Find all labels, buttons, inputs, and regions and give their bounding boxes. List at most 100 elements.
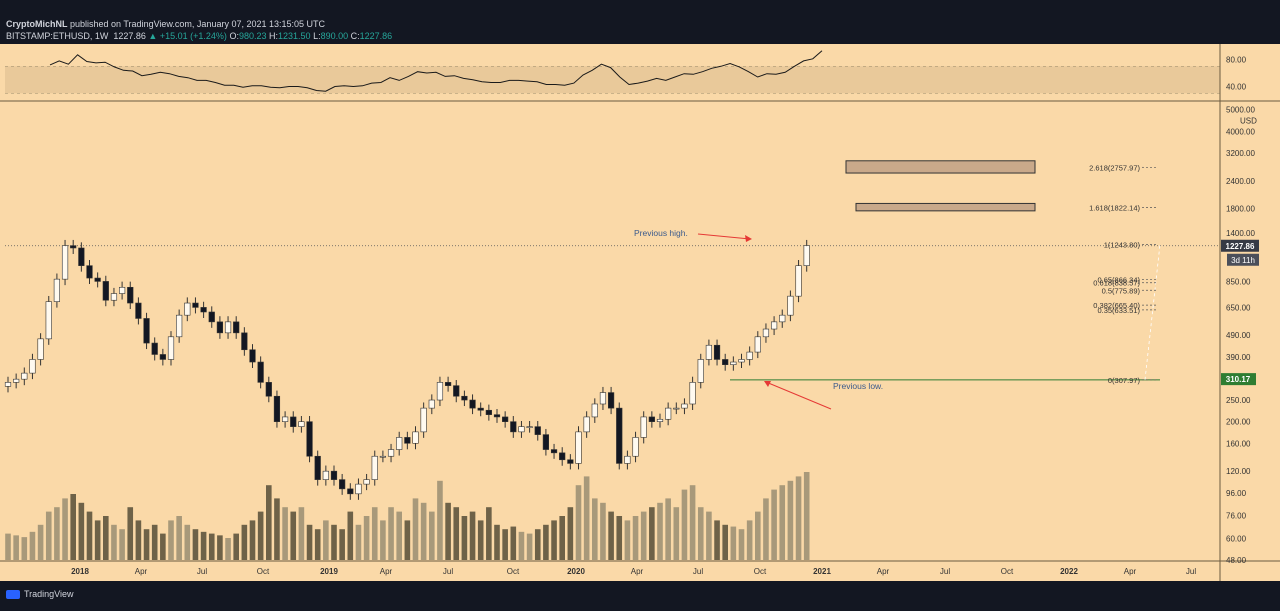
candle-body [387,449,395,457]
price-tick-label: 2400.00 [1226,177,1255,186]
time-tick-label: 2020 [567,567,585,576]
volume-pane [5,472,810,560]
volume-bar [111,524,117,560]
volume-bar [168,520,174,560]
author-name[interactable]: CryptoMichNL [6,19,68,29]
volume-bar [706,511,712,560]
volume-bar [738,529,745,560]
volume-bar [437,480,443,560]
fib-level-label: 0.618(838.57) [1093,279,1140,288]
rsi-tick-label: 80.00 [1226,56,1247,65]
candle-body [803,245,810,266]
candle-body [233,321,240,334]
target-box [845,160,1036,174]
time-tick-label: Apr [1124,567,1137,576]
candle-body [94,277,101,282]
rsi-line [49,50,823,92]
candle-body [526,426,533,428]
price-unit-label: USD [1240,117,1257,126]
candle-body [192,302,199,308]
volume-bar [192,529,199,560]
candle-body [428,399,435,409]
candle-body [241,332,248,351]
volume-bar [306,524,313,560]
candle-body [21,372,28,380]
time-tick-label: Oct [754,567,767,576]
candle-body [779,314,786,323]
volume-bar [282,507,288,560]
rsi-pane: 80.00 40.00 [0,50,1280,102]
candle-body [436,382,444,401]
candle-body [61,245,69,280]
high-value: 1231.50 [278,31,311,41]
candle-body [371,455,378,480]
volume-bar [429,511,435,560]
candle-body [355,483,362,495]
candle-body [444,382,452,386]
candle-body [624,455,631,464]
candle-body [469,399,476,409]
tradingview-logo[interactable]: TradingView [6,589,74,600]
volume-bar [787,480,794,560]
volume-bar [575,485,582,560]
previous-low-label: Previous low. [833,381,883,391]
publish-line: CryptoMichNL published on TradingView.co… [6,19,325,29]
candle-body [29,359,36,374]
candle-body [70,245,77,249]
volume-bar [632,516,639,560]
volume-bar [13,535,19,560]
candle-body [640,416,647,438]
time-tick-label: 2021 [813,567,831,576]
volume-bar [70,494,76,560]
candle-body [224,321,232,334]
volume-bar [94,520,101,560]
volume-bar [208,533,215,560]
volume-bar [779,485,786,560]
candle-body [648,416,655,422]
volume-bar [681,489,688,560]
fib-level-label: 0.382(665.40) [1093,301,1140,310]
volume-bar [543,524,549,560]
volume-bar [45,511,52,560]
previous-low-arrow [765,381,832,410]
publish-info: published on TradingView.com, January 07… [70,19,326,29]
symbol-line: BITSTAMP:ETHUSD, 1W 1227.86 ▲ +15.01 (+1… [6,31,392,41]
candle-body [453,385,460,397]
volume-bar [567,507,574,560]
open-label: O: [229,31,239,41]
volume-bar [323,520,329,560]
volume-bar [640,511,647,560]
target-box [855,202,1036,212]
volume-bar [404,520,411,560]
symbol[interactable]: BITSTAMP:ETHUSD, 1W [6,31,109,41]
candle-body [722,359,729,365]
volume-bar [755,511,761,560]
volume-bar [241,524,248,560]
volume-bar [347,511,354,560]
price-tick-label: 5000.00 [1226,106,1255,115]
volume-bar [510,526,517,560]
price-chart[interactable]: 80.00 40.00 2.618(2757.97) 1.618(1822.14) 1… [0,44,1280,581]
volume-bar [298,507,305,560]
candle-body [770,321,778,330]
volume-bar [176,516,182,560]
candle-body [200,307,207,313]
candle-body [746,351,753,360]
candle-body [787,295,794,316]
volume-bar [673,507,680,560]
fibonacci-retracement[interactable]: 2.618(2757.97) 1.618(1822.14) 1(1243.80) 0.… [5,160,1220,385]
countdown-badge [1227,253,1259,266]
candle-body [754,336,761,353]
volume-bar [119,529,125,560]
time-tick-label: Apr [135,567,148,576]
volume-bar [86,511,93,560]
candle-body [53,278,60,302]
volume-bar [689,485,696,560]
candle-body [290,416,297,427]
candle-body [493,414,501,418]
previous-high-arrow [697,233,751,240]
price-tick-label: 160.00 [1226,439,1251,448]
volume-bar [249,520,256,560]
volume-bar [600,502,606,560]
candle-body [673,407,680,410]
